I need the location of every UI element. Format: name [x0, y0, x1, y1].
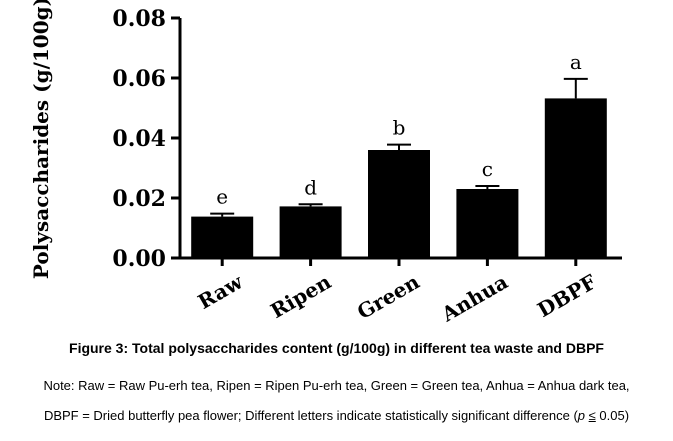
y-tick-label: 0.08 — [112, 6, 166, 32]
x-tick-label-raw: Raw — [194, 269, 248, 314]
close-paren: ) — [624, 408, 630, 423]
y-tick-label: 0.02 — [112, 186, 166, 212]
bar-raw — [191, 216, 254, 258]
x-tick-label-green: Green — [353, 269, 424, 324]
bar-anhua — [456, 189, 519, 258]
bar-chart: Polysaccharides (g/100g) 0.00 0.02 0.04 0.0… — [29, 0, 622, 327]
significance-letter-anhua: c — [482, 157, 493, 181]
bar-green — [368, 150, 430, 258]
x-tick-label-dbpf: DBPF — [533, 270, 600, 323]
chart-svg: Polysaccharides (g/100g) 0.00 0.02 0.04 0.0… — [29, 0, 622, 327]
note-line-2: DBPF = Dried butterfly pea flower; Diffe… — [0, 408, 673, 423]
y-axis-label: Polysaccharides (g/100g) — [29, 0, 53, 279]
note-line-1: Note: Raw = Raw Pu-erh tea, Ripen = Ripe… — [43, 378, 630, 393]
p-value: 0.05 — [599, 408, 625, 423]
less-equal-symbol: ≤ — [588, 408, 596, 423]
x-tick-label-ripen: Ripen — [266, 269, 335, 323]
y-tick-label: 0.06 — [112, 66, 166, 92]
note-line-2-text: DBPF = Dried butterfly pea flower; Diffe… — [43, 408, 578, 423]
y-tick-label: 0.00 — [112, 246, 166, 272]
significance-letter-dbpf: a — [570, 50, 582, 74]
significance-letter-green: b — [393, 116, 406, 140]
significance-letter-ripen: d — [304, 175, 317, 199]
bar-ripen — [279, 206, 342, 258]
bars: e d b c a — [191, 50, 607, 259]
x-tick-label-anhua: Anhua — [437, 270, 512, 327]
bar-dbpf — [544, 98, 607, 259]
p-symbol: p — [577, 408, 586, 423]
significance-letter-raw: e — [216, 185, 228, 209]
y-tick-label: 0.04 — [112, 126, 166, 152]
figure-caption: Figure 3: Total polysaccharides content … — [69, 340, 604, 356]
